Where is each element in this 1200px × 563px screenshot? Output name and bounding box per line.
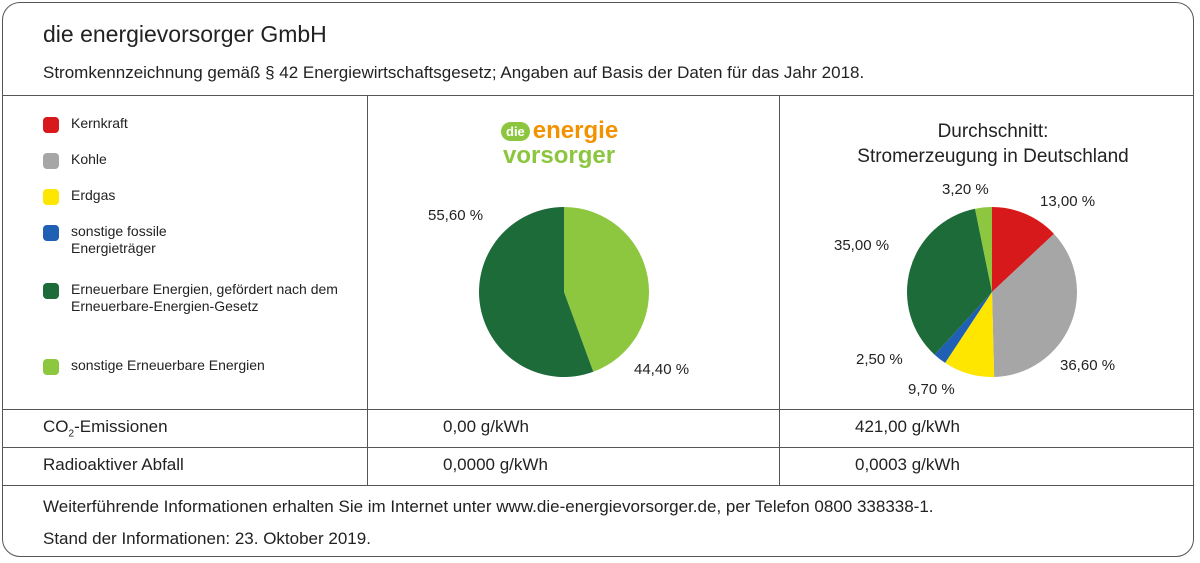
pie-data-label: 3,20 % xyxy=(942,181,989,198)
legend-item-kohle: Kohle xyxy=(43,151,341,169)
legend-swatch xyxy=(43,359,59,375)
average-title-line1: Durchschnitt: xyxy=(937,121,1049,142)
legend-label: Kernkraft xyxy=(71,115,128,131)
legend-swatch xyxy=(43,225,59,241)
pie-slice xyxy=(945,292,995,377)
company-name: die energievorsorger GmbH xyxy=(43,21,327,47)
divider-row-waste xyxy=(3,485,1193,486)
pie-slice xyxy=(479,207,594,377)
legend-swatch xyxy=(43,117,59,133)
legend-swatch xyxy=(43,283,59,299)
divider-col-1 xyxy=(367,95,368,485)
pie-slice xyxy=(992,207,1054,292)
footer-info: Weiterführende Informationen erhalten Si… xyxy=(43,497,934,516)
pie-slice xyxy=(975,207,992,292)
legend-item-erdgas: Erdgas xyxy=(43,187,341,205)
pie-data-label: 35,00 % xyxy=(834,237,889,254)
average-title-line2: Stromerzeugung in Deutschland xyxy=(857,146,1129,167)
label-card: die energievorsorger GmbH Stromkennzeich… xyxy=(2,2,1194,557)
co2-own-value: 0,00 g/kWh xyxy=(443,417,529,436)
co2-label: CO2-Emissionen xyxy=(43,417,168,440)
waste-own-value: 0,0000 g/kWh xyxy=(443,455,548,474)
divider-top xyxy=(3,95,1193,96)
pie-own-mix: 44,40 % 55,60 % xyxy=(428,207,689,378)
legend-label: Erneuerbare Energien, gefördert nach dem… xyxy=(71,281,338,314)
pie-slice xyxy=(934,292,992,363)
legend-label: Erdgas xyxy=(71,187,116,203)
legend-item-eeg: Erneuerbare Energien, gefördert nach dem… xyxy=(43,281,346,315)
pie-average-mix: 13,00 % 36,60 % 9,70 % 2,50 % 35,00 % 3,20 % xyxy=(834,181,1115,398)
footer-date: Stand der Informationen: 23. Oktober 201… xyxy=(43,529,371,548)
pie-data-label: 13,00 % xyxy=(1040,193,1095,210)
pie-data-label: 9,70 % xyxy=(908,381,955,398)
legend-item-kernkraft: Kernkraft xyxy=(43,115,341,133)
pie-slice xyxy=(907,208,992,355)
pie-data-label: 2,50 % xyxy=(856,351,903,368)
brand-logo: die energie vorsorger xyxy=(501,119,641,169)
divider-row-co2 xyxy=(3,447,1193,448)
legend-swatch xyxy=(43,189,59,205)
waste-average-value: 0,0003 g/kWh xyxy=(855,455,960,474)
legend-label: sonstige Erneuerbare Energien xyxy=(71,357,265,373)
brand-word-energie: energie xyxy=(532,117,619,144)
average-title: Durchschnitt: Stromerzeugung in Deutschl… xyxy=(813,119,1173,169)
legend-label: sonstige fossile Energieträger xyxy=(71,223,167,256)
brand-badge: die xyxy=(501,121,530,141)
legend-item-sonstige-ee: sonstige Erneuerbare Energien xyxy=(43,357,341,375)
divider-chart-bottom xyxy=(3,409,1193,410)
pie-data-label: 55,60 % xyxy=(428,207,483,224)
pie-data-label: 44,40 % xyxy=(634,361,689,378)
pie-slice xyxy=(564,207,650,372)
pie-slice xyxy=(992,233,1077,377)
co2-average-value: 421,00 g/kWh xyxy=(855,417,960,436)
label-subtitle: Stromkennzeichnung gemäß § 42 Energiewir… xyxy=(43,63,865,82)
pie-data-label: 36,60 % xyxy=(1060,357,1115,374)
waste-label: Radioaktiver Abfall xyxy=(43,455,184,474)
divider-col-2 xyxy=(779,95,780,485)
legend-item-fossil: sonstige fossile Energieträger xyxy=(43,223,221,257)
brand-word-vorsorger: vorsorger xyxy=(503,142,616,169)
legend-swatch xyxy=(43,153,59,169)
legend-label: Kohle xyxy=(71,151,107,167)
